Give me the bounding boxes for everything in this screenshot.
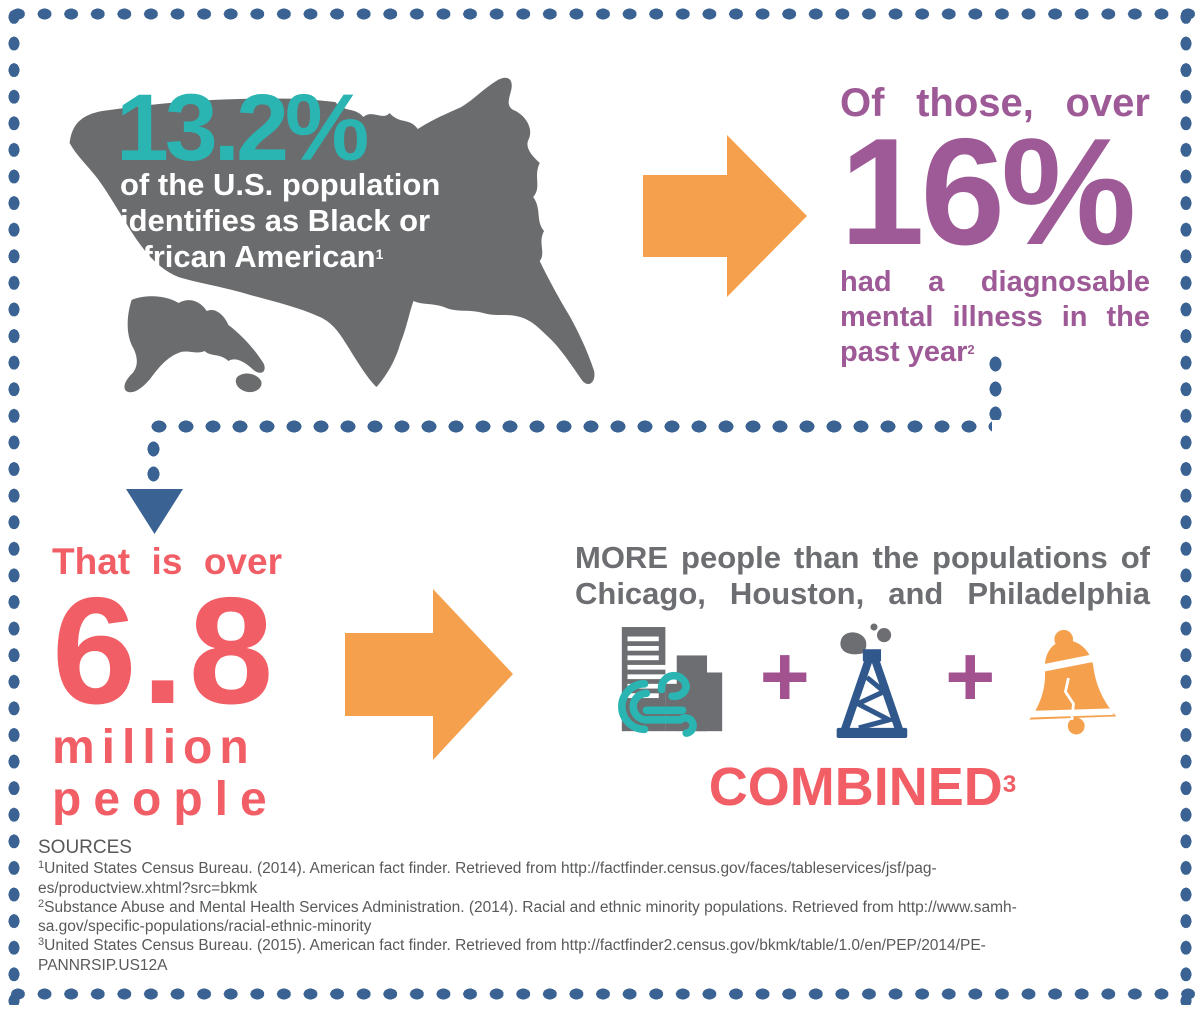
dotted-border-bottom bbox=[5, 987, 1195, 1001]
map-caption-line2: identifies as Black or bbox=[120, 203, 431, 238]
stat-13-2-percent: 13.2% bbox=[116, 75, 369, 181]
connector-dots-vertical-left bbox=[146, 437, 161, 489]
chicago-buildings-wind-icon bbox=[618, 627, 723, 737]
connector-dots-horizontal bbox=[146, 419, 992, 434]
purple-line2: mental illness in the bbox=[840, 301, 1150, 334]
source-ref-3: 3United States Census Bureau. (2015). Am… bbox=[38, 936, 1170, 976]
red-word-people: people bbox=[52, 772, 279, 826]
footnote-marker-2: 2 bbox=[967, 342, 975, 358]
cities-block: MORE people than the populations of Chic… bbox=[575, 540, 1150, 818]
red-word-million: million bbox=[52, 720, 256, 774]
sources-section: SOURCES 1United States Census Bureau. (2… bbox=[38, 836, 1170, 976]
us-map-icon bbox=[69, 77, 595, 393]
map-caption-line3: African American1 bbox=[120, 239, 384, 274]
footnote-marker-1: 1 bbox=[38, 859, 45, 872]
liberty-bell-icon bbox=[1029, 629, 1117, 735]
source-ref-1-continuation: es/productview.xhtml?src=bkmk bbox=[38, 879, 258, 897]
red-intro: That is over bbox=[52, 541, 282, 582]
source-ref-1: 1United States Census Bureau. (2014). Am… bbox=[38, 859, 1170, 899]
source-ref-2: 2Substance Abuse and Mental Health Servi… bbox=[38, 897, 1170, 938]
connector-dots-vertical-right bbox=[988, 352, 1003, 420]
map-caption-line1: of the U.S. population bbox=[120, 167, 441, 202]
footnote-marker-1: 1 bbox=[375, 246, 384, 263]
combined-label: COMBINED3 bbox=[708, 757, 1017, 817]
footnote-marker-2: 2 bbox=[38, 897, 45, 910]
stat-6-8: 6.8 bbox=[52, 566, 279, 736]
purple-stat-block: Of those, over 16% had a diagnosable men… bbox=[840, 80, 1150, 374]
city-icons-row: + + bbox=[575, 622, 1150, 740]
us-map-section: 13.2% of the U.S. population identifies … bbox=[50, 55, 605, 400]
map-caption: of the U.S. population identifies as Bla… bbox=[120, 167, 440, 280]
down-arrow-icon bbox=[126, 489, 183, 534]
oil-derrick-icon bbox=[837, 623, 908, 738]
sources-title: SOURCES bbox=[38, 837, 132, 858]
purple-line3: past year2 bbox=[840, 336, 975, 369]
cities-heading-line1: MORE people than the populations of bbox=[575, 540, 1150, 575]
dotted-border-top bbox=[5, 7, 1195, 21]
source-ref-2-continuation: sa.gov/specific-populations/racial-ethni… bbox=[38, 918, 372, 936]
right-arrow-icon bbox=[345, 589, 513, 760]
dotted-border-left bbox=[7, 4, 21, 1005]
source-ref-3-continuation: PANNRSIP.US12A bbox=[38, 956, 168, 974]
footnote-marker-3: 3 bbox=[38, 936, 45, 949]
red-stat-block: That is over 6.8 million people bbox=[52, 540, 282, 826]
right-arrow-icon bbox=[643, 135, 807, 297]
dotted-border-right bbox=[1179, 4, 1193, 1005]
plus-icon: + bbox=[945, 629, 996, 725]
footnote-marker-3: 3 bbox=[1002, 770, 1017, 798]
stat-16-percent: 16% bbox=[840, 107, 1136, 277]
purple-line1: had a diagnosable bbox=[840, 266, 1150, 299]
plus-icon: + bbox=[759, 629, 810, 725]
purple-intro: Of those, over bbox=[840, 81, 1150, 125]
cities-heading-line2: Chicago, Houston, and Philadelphia bbox=[575, 576, 1150, 611]
